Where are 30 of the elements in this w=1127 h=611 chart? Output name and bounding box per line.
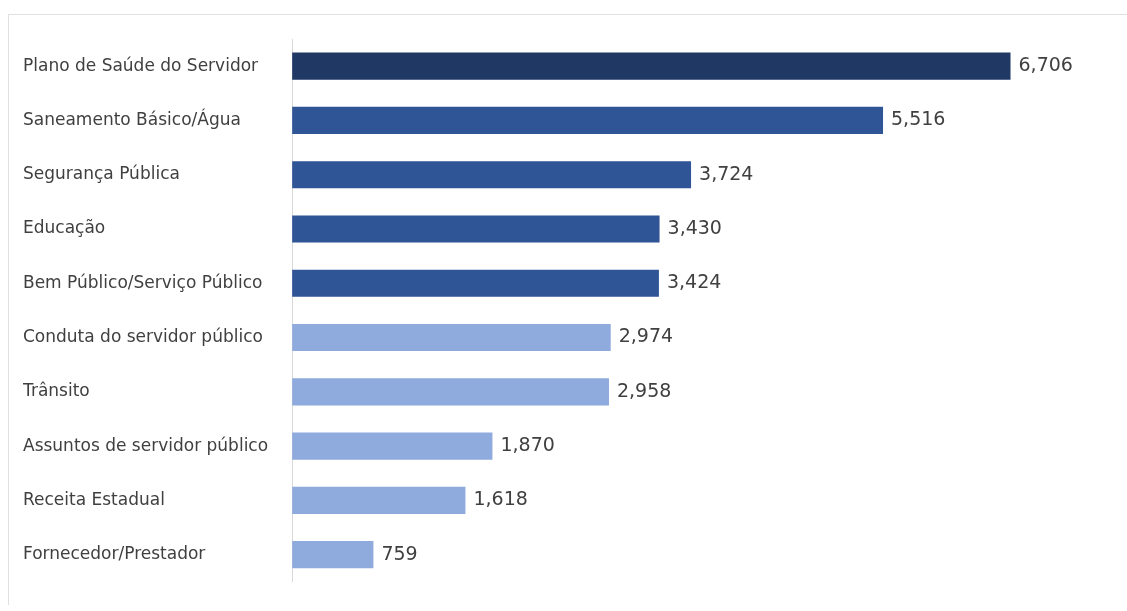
data-label: 2,974 — [618, 324, 674, 347]
bar — [292, 161, 692, 189]
y-tick-label: Plano de Saúde do Servidor — [23, 54, 259, 75]
y-tick-label: Segurança Pública — [23, 163, 180, 184]
bar — [292, 52, 1011, 80]
bar — [292, 486, 466, 514]
bar — [292, 269, 659, 297]
y-tick-label: Educação — [23, 217, 106, 238]
y-tick-label: Trânsito — [22, 380, 90, 401]
data-label: 3,430 — [667, 215, 722, 238]
y-tick-label: Conduta do servidor público — [23, 325, 263, 346]
data-label: 2,958 — [616, 378, 672, 401]
data-label: 3,424 — [666, 270, 722, 293]
data-label: 3,724 — [699, 161, 754, 184]
y-tick-label: Fornecedor/Prestador — [23, 543, 206, 564]
data-label: 6,706 — [1018, 53, 1073, 76]
y-tick-label: Saneamento Básico/Água — [23, 107, 241, 129]
bar — [292, 541, 374, 569]
bar — [292, 378, 609, 406]
bar — [292, 323, 611, 352]
y-tick-label: Bem Público/Serviço Público — [23, 271, 263, 292]
bar — [292, 215, 660, 243]
y-tick-label: Assuntos de servidor público — [23, 434, 269, 455]
data-label: 759 — [381, 541, 418, 564]
data-label: 1,870 — [500, 433, 555, 456]
data-label: 5,516 — [891, 107, 946, 130]
data-label: 1,618 — [473, 487, 528, 510]
bar — [292, 106, 884, 134]
y-tick-label: Receita Estadual — [23, 488, 165, 509]
bar — [292, 432, 493, 460]
